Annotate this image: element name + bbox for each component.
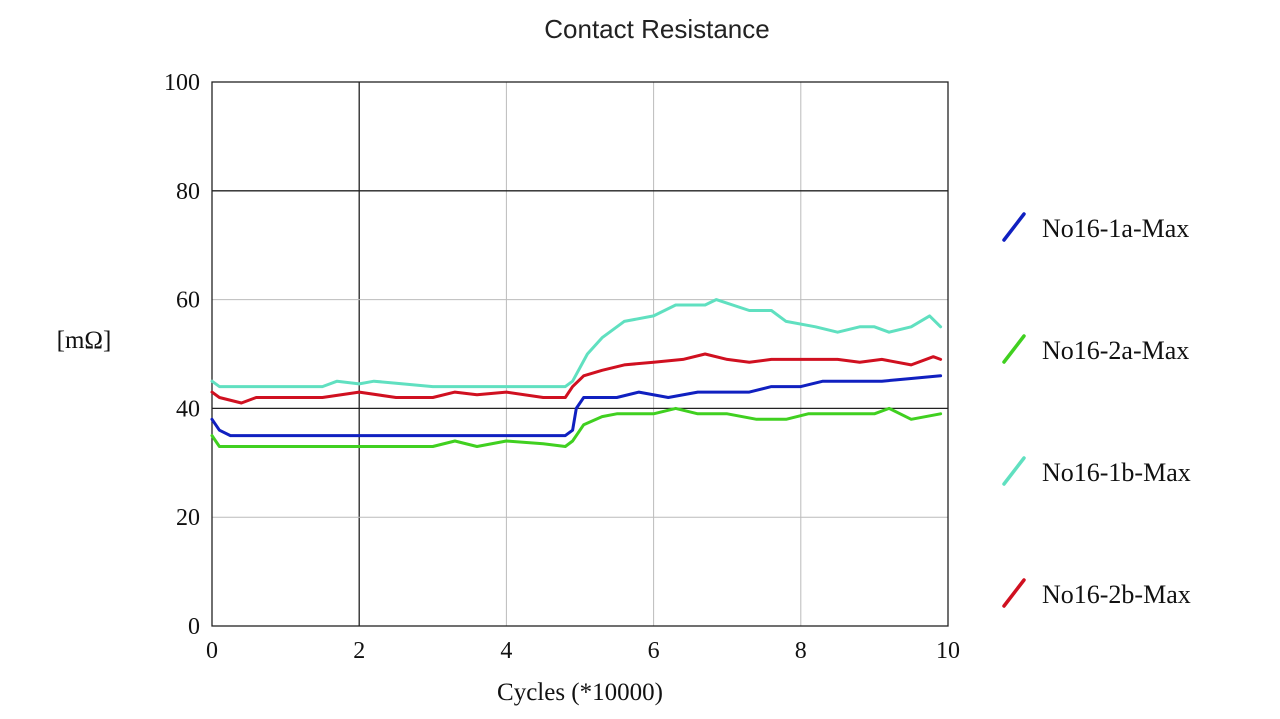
legend-swatch: [1002, 212, 1026, 242]
y-tick-label: 0: [188, 614, 200, 640]
series-line-4: [210, 352, 943, 405]
legend-item: No16-1b-Max: [1002, 456, 1191, 487]
x-tick-label: 0: [206, 638, 218, 664]
series-line-2: [210, 406, 943, 448]
legend-label: No16-2b-Max: [1042, 580, 1191, 609]
x-axis-label: Cycles (*10000): [497, 679, 663, 706]
y-axis-label: [mΩ]: [57, 327, 112, 354]
legend-item: No16-2b-Max: [1002, 578, 1191, 609]
legend-swatch: [1002, 578, 1026, 608]
grid: [211, 81, 949, 627]
legend-label: No16-1a-Max: [1042, 214, 1189, 243]
y-tick-label: 100: [164, 70, 200, 96]
x-tick-label: 10: [936, 638, 960, 664]
legend-swatch: [1002, 334, 1026, 364]
chart-title: Contact Resistance: [544, 14, 769, 44]
y-tick-label: 60: [176, 288, 200, 314]
y-tick-label: 20: [176, 505, 200, 531]
x-tick-label: 6: [648, 638, 660, 664]
legend-label: No16-1b-Max: [1042, 458, 1191, 487]
x-tick-label: 8: [795, 638, 807, 664]
y-tick-label: 40: [176, 396, 200, 422]
legend-item: No16-2a-Max: [1002, 334, 1189, 365]
legend-label: No16-2a-Max: [1042, 336, 1189, 365]
y-tick-label: 80: [176, 179, 200, 205]
legend-swatch: [1002, 456, 1026, 486]
legend: No16-1a-Max No16-2a-Max No16-1b-Max No16-2b…: [1002, 212, 1191, 609]
legend-item: No16-1a-Max: [1002, 212, 1189, 243]
series-lines: [210, 298, 943, 448]
x-tick-label: 2: [353, 638, 365, 664]
series-line-1: [210, 374, 943, 438]
x-tick-label: 4: [500, 638, 512, 664]
plot-frame: [211, 81, 949, 627]
series-line-3: [210, 298, 943, 389]
